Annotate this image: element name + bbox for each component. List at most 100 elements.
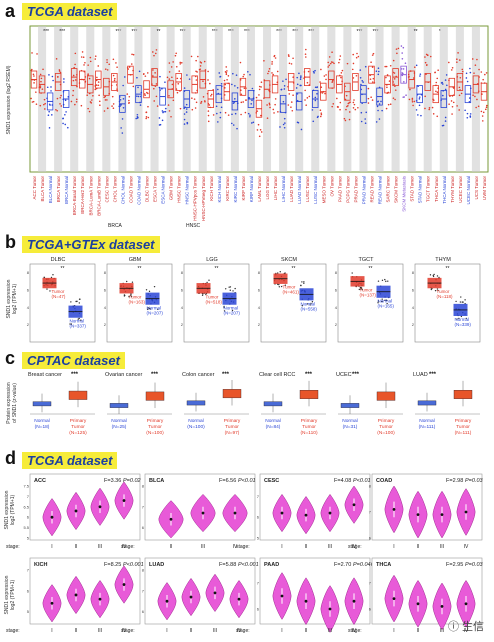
data-point [360,120,363,123]
data-point [357,55,360,58]
data-point [295,87,298,89]
data-point [480,71,483,73]
data-point [336,97,338,100]
data-point [243,73,245,76]
data-point [138,70,141,73]
gray-band [118,26,127,172]
data-point [92,94,94,97]
subplot: Breast cancer *** Normal(N=18) PrimaryTumor… [28,372,95,436]
data-point [178,70,181,72]
violin-median [122,583,126,586]
gray-band [70,26,79,172]
data-point [298,72,300,75]
data-point [146,72,149,74]
violin-median [392,508,396,511]
x-tick-label: PRAD Tumor [353,176,358,203]
data-point [218,72,221,74]
data-point [260,86,262,88]
data-point [243,87,246,90]
gray-band [327,26,336,172]
data-point [348,118,351,121]
violin-median [169,517,173,521]
data-point [292,94,294,97]
data-point [266,104,268,106]
normal-box [32,401,52,407]
y-tick-label: 4 [181,305,184,310]
data-point [125,280,128,283]
tumor-box [222,389,242,399]
data-point [419,73,422,75]
data-point [376,105,379,108]
data-point [305,48,307,51]
data-point [80,319,82,321]
subplot-title: Colon cancer [182,372,215,378]
data-point [359,76,362,79]
subplot: TGCT 2 4 6 8 ** Tumor(N=137)Normal(N=165) [335,257,404,343]
data-point [130,63,133,65]
data-point [258,85,261,88]
data-point [87,64,89,66]
data-point [231,83,233,86]
data-point [59,71,62,74]
data-point [452,101,455,104]
y-tick-label: 6 [257,515,260,520]
data-point [99,104,101,106]
data-point [137,95,140,98]
x-tick-label: ESCA Tumor [153,176,158,203]
data-point [94,88,97,91]
data-point [271,63,273,65]
data-point [360,111,363,114]
stage-tick-label: III [201,544,205,550]
data-point [304,99,306,101]
data-point [393,72,396,74]
group-label: BRCA [108,223,123,229]
data-point [225,72,228,74]
x-tick-label: LGG Tumor [265,176,270,200]
data-point [357,106,359,109]
data-point [353,103,356,106]
data-point [190,55,193,58]
data-point [208,104,211,106]
banner-b: TCGA+GTEx dataset [22,236,160,253]
data-point [203,100,206,102]
data-point [418,96,421,98]
data-point [282,100,285,103]
stage-tick-label: II [75,544,78,550]
data-point [332,61,334,64]
data-point [331,105,334,108]
y-tick-label: 6 [369,607,372,612]
data-point [476,98,478,101]
data-point [371,66,374,68]
data-point [469,116,472,118]
p-value: P=0.046 [353,562,375,568]
data-point [296,93,299,95]
data-point [319,109,322,112]
y-tick-label: 6 [257,607,260,612]
data-point [358,288,361,291]
data-point [58,70,61,72]
data-point [232,290,234,292]
data-point [424,56,426,58]
data-point [459,301,462,303]
stage-tick-label: III [440,544,444,550]
data-point [48,103,51,106]
violin-median [98,597,102,601]
data-point [436,77,439,80]
data-point [106,107,109,110]
data-point [144,94,146,97]
data-point [146,308,149,311]
data-point [332,103,335,105]
stage-tick-label: II [305,544,308,550]
data-point [199,61,202,63]
x-tick-label: SARC Tumor [386,176,391,203]
data-point [300,128,303,131]
data-point [441,81,444,84]
data-point [359,288,362,290]
data-point [104,95,107,98]
normal-box [417,400,437,406]
data-point [465,317,467,320]
x-tick-label: KIRP Normal [249,176,254,202]
data-point [377,300,380,302]
violin-median [464,510,468,514]
x-tick-label: LUAD Normal [297,176,302,204]
